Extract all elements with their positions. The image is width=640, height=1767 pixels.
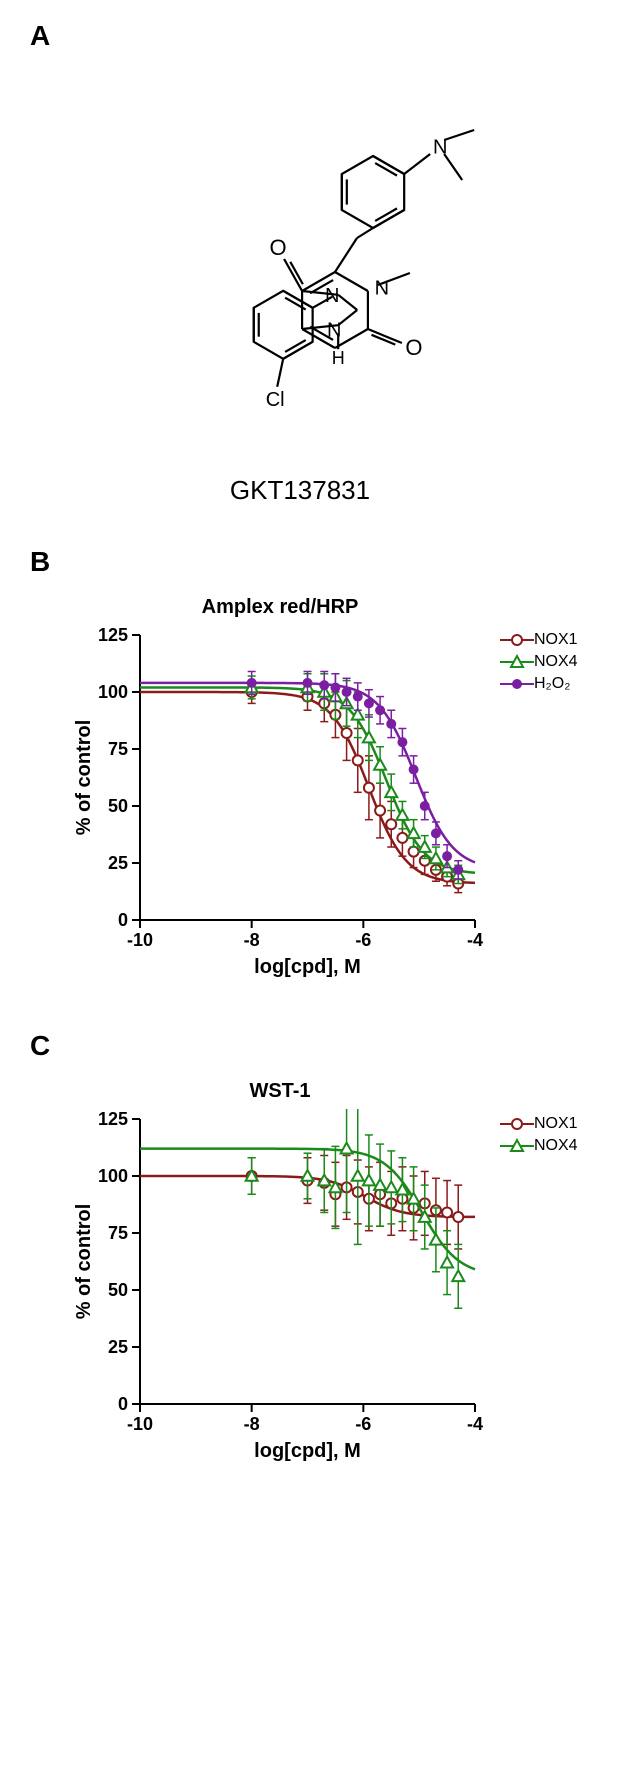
svg-text:-4: -4 bbox=[467, 1414, 483, 1434]
legend-label: NOX1 bbox=[534, 1115, 578, 1133]
svg-text:100: 100 bbox=[98, 1166, 128, 1186]
svg-text:-10: -10 bbox=[127, 930, 153, 950]
panel-a: A OONNNHClN GKT137831 bbox=[20, 20, 620, 506]
svg-text:log[cpd], M: log[cpd], M bbox=[254, 1440, 361, 1462]
chemical-structure: OONNNHClN bbox=[110, 30, 490, 460]
svg-text:75: 75 bbox=[108, 739, 128, 759]
svg-text:0: 0 bbox=[118, 910, 128, 930]
svg-text:N: N bbox=[325, 285, 339, 307]
svg-text:75: 75 bbox=[108, 1223, 128, 1243]
svg-text:50: 50 bbox=[108, 796, 128, 816]
svg-text:-8: -8 bbox=[244, 930, 260, 950]
legend-item: NOX4 bbox=[500, 1137, 578, 1155]
compound-name: GKT137831 bbox=[110, 475, 490, 506]
svg-text:125: 125 bbox=[98, 1109, 128, 1129]
chart-b: -10 -8 -6 -4 0 25 50 75 100 125 log[cpd], M % of co… bbox=[70, 625, 490, 985]
svg-text:25: 25 bbox=[108, 1337, 128, 1357]
svg-text:Cl: Cl bbox=[266, 389, 285, 411]
svg-text:-10: -10 bbox=[127, 1414, 153, 1434]
svg-text:100: 100 bbox=[98, 682, 128, 702]
panel-c: C WST-1 -10-8-6-40255075100125log[cpd], … bbox=[20, 1030, 620, 1474]
svg-text:% of control: % of control bbox=[73, 1204, 95, 1320]
svg-text:50: 50 bbox=[108, 1280, 128, 1300]
chart-b-legend: NOX1 NOX4 H₂O₂ bbox=[500, 631, 578, 697]
legend-label: NOX4 bbox=[534, 1137, 578, 1155]
legend-item: H₂O₂ bbox=[500, 675, 578, 693]
svg-text:log[cpd], M: log[cpd], M bbox=[254, 956, 361, 978]
svg-text:O: O bbox=[405, 335, 422, 360]
chart-c-title: WST-1 bbox=[70, 1080, 490, 1103]
svg-text:% of control: % of control bbox=[73, 720, 95, 836]
legend-item: NOX1 bbox=[500, 1115, 578, 1133]
svg-text:-6: -6 bbox=[355, 1414, 371, 1434]
chart-c: -10 -8 -6 -4 0 25 50 75 100 125 log[cpd], M % of co… bbox=[70, 1109, 490, 1469]
legend-label: NOX4 bbox=[534, 653, 578, 671]
svg-text:-4: -4 bbox=[467, 930, 483, 950]
svg-text:H: H bbox=[332, 348, 345, 368]
svg-text:O: O bbox=[270, 235, 287, 260]
svg-text:0: 0 bbox=[118, 1394, 128, 1414]
legend-label: NOX1 bbox=[534, 631, 578, 649]
legend-item: NOX4 bbox=[500, 653, 578, 671]
svg-text:125: 125 bbox=[98, 625, 128, 645]
svg-text:25: 25 bbox=[108, 853, 128, 873]
svg-text:-6: -6 bbox=[355, 930, 371, 950]
chart-b-title: Amplex red/HRP bbox=[70, 596, 490, 619]
legend-label: H₂O₂ bbox=[534, 675, 570, 693]
svg-text:-8: -8 bbox=[244, 1414, 260, 1434]
legend-item: NOX1 bbox=[500, 631, 578, 649]
panel-b: B Amplex red/HRP -10-8-6-40255075100125l… bbox=[20, 546, 620, 990]
chart-c-legend: NOX1 NOX4 bbox=[500, 1115, 578, 1159]
